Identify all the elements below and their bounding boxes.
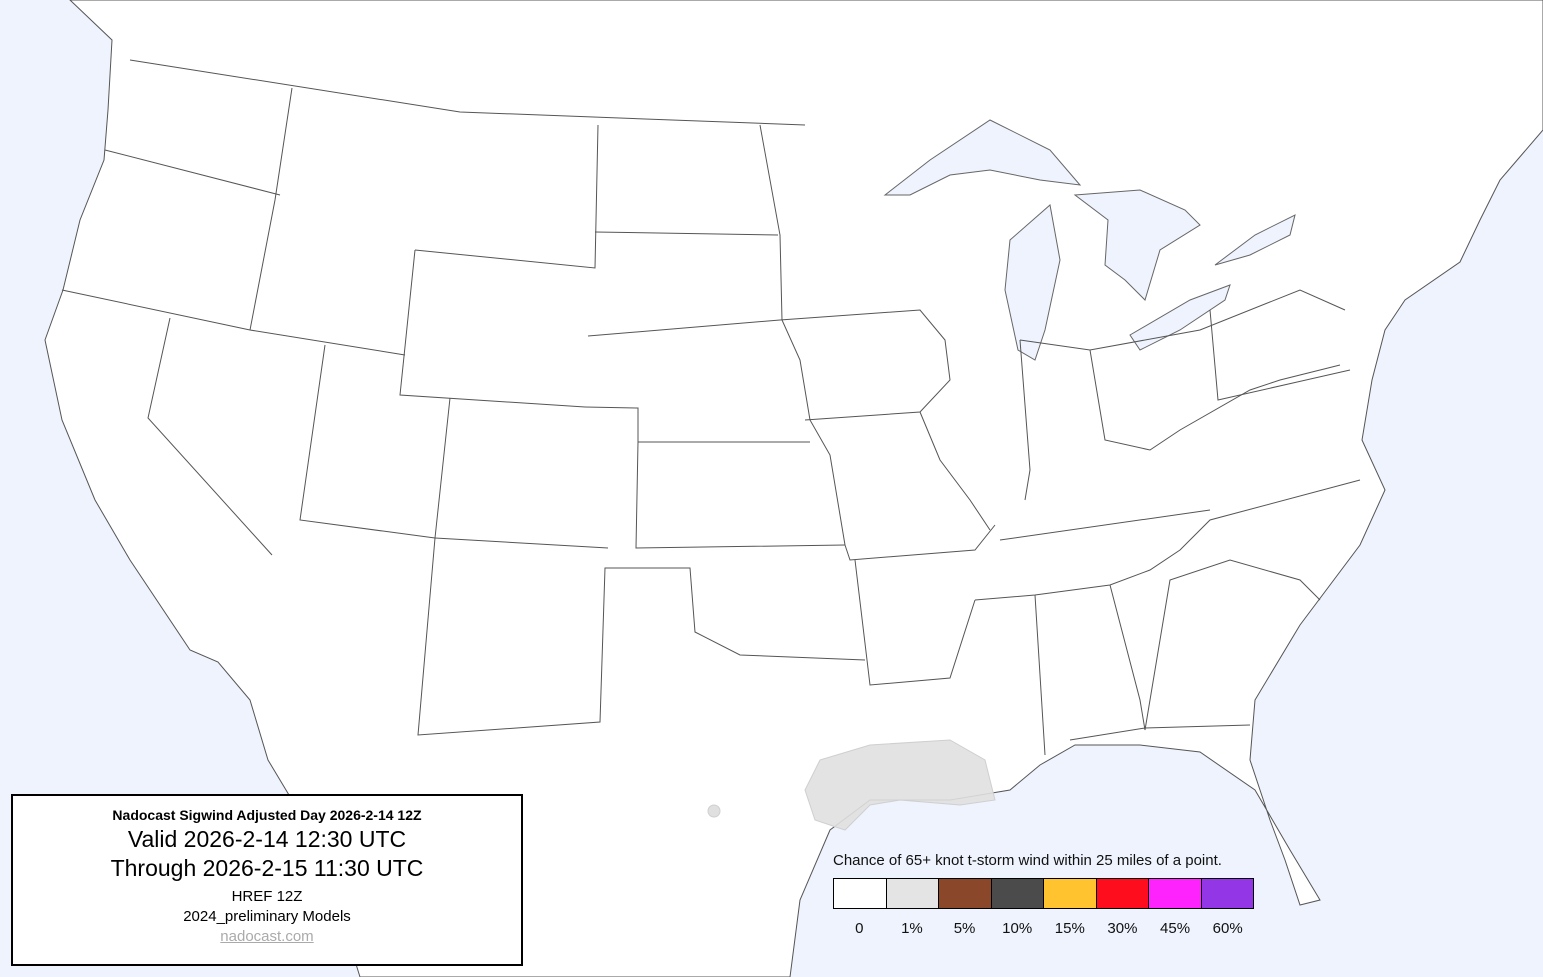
great-lakes bbox=[883, 119, 1296, 361]
product-title: Nadocast Sigwind Adjusted Day 2026-2-14 … bbox=[112, 807, 422, 823]
legend-swatch bbox=[1044, 879, 1097, 908]
legend-labels: 0 1% 5% 10% 15% 30% 45% 60% bbox=[833, 920, 1254, 937]
legend-label: 10% bbox=[1002, 920, 1033, 937]
legend-swatch bbox=[834, 879, 887, 908]
legend-swatch bbox=[1149, 879, 1202, 908]
legend-swatch bbox=[1096, 879, 1149, 908]
through-time: Through 2026-2-15 11:30 UTC bbox=[110, 855, 424, 881]
legend-swatches bbox=[833, 878, 1254, 909]
legend-label: 1% bbox=[901, 920, 923, 937]
legend: Chance of 65+ knot t-storm wind within 2… bbox=[833, 852, 1254, 937]
legend-title: Chance of 65+ knot t-storm wind within 2… bbox=[833, 852, 1222, 869]
state-boundaries bbox=[61, 59, 1361, 756]
nadocast-link[interactable]: nadocast.com bbox=[220, 928, 314, 945]
valid-time: Valid 2026-2-14 12:30 UTC bbox=[127, 826, 407, 852]
legend-swatch bbox=[886, 879, 939, 908]
legend-label: 0 bbox=[855, 920, 864, 937]
models-version: 2024_preliminary Models bbox=[183, 908, 351, 925]
legend-label: 60% bbox=[1212, 920, 1243, 937]
legend-swatch bbox=[991, 879, 1044, 908]
info-box: Nadocast Sigwind Adjusted Day 2026-2-14 … bbox=[11, 794, 523, 966]
legend-label: 30% bbox=[1107, 920, 1138, 937]
legend-label: 45% bbox=[1160, 920, 1191, 937]
legend-label: 5% bbox=[953, 920, 976, 937]
forecast-area-1pct-small bbox=[707, 804, 721, 818]
legend-swatch bbox=[1201, 879, 1253, 908]
legend-swatch bbox=[939, 879, 992, 908]
legend-label: 15% bbox=[1054, 920, 1085, 937]
model-run: HREF 12Z bbox=[231, 888, 303, 905]
forecast-area-1pct bbox=[804, 739, 996, 831]
